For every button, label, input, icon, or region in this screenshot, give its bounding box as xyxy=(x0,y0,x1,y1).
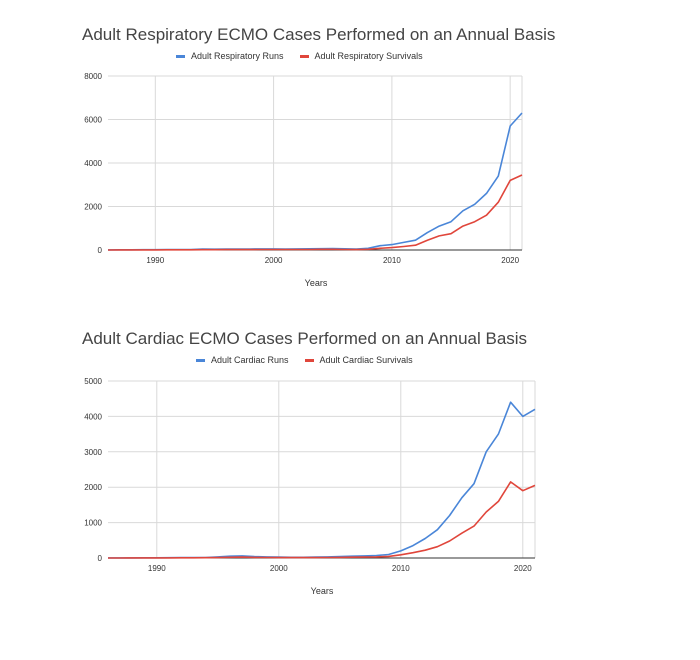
series-line-runs xyxy=(107,112,523,251)
chart-plot-svg: 0 2000 4000 6000 8000 1990 2000 2010 2020 Years xyxy=(84,72,523,288)
y-tick-label: 1000 xyxy=(84,519,102,528)
y-tick-label: 2000 xyxy=(84,483,102,492)
chart-legend: Adult Respiratory Runs Adult Respiratory… xyxy=(176,51,439,61)
chart-title: Adult Cardiac ECMO Cases Performed on an… xyxy=(82,329,528,348)
legend-item-survivals: Adult Cardiac Survivals xyxy=(304,355,413,365)
cardiac-chart: Adult Cardiac ECMO Cases Performed on an… xyxy=(0,300,700,620)
y-tick-label: 3000 xyxy=(84,448,102,457)
series-line-runs xyxy=(108,401,536,559)
y-tick-label: 5000 xyxy=(84,377,102,386)
series-line-survivals xyxy=(108,481,536,559)
chart-title: Adult Respiratory ECMO Cases Performed o… xyxy=(82,25,556,44)
x-axis-label: Years xyxy=(311,586,334,596)
chart-legend: Adult Cardiac Runs Adult Cardiac Surviva… xyxy=(196,355,429,365)
legend-swatch-runs xyxy=(176,54,185,58)
y-tick-label: 0 xyxy=(98,554,103,563)
legend-label-survivals: Adult Cardiac Survivals xyxy=(319,355,413,365)
y-tick-label: 2000 xyxy=(84,203,102,212)
x-tick-label: 2010 xyxy=(392,564,410,573)
x-tick-label: 1990 xyxy=(148,564,166,573)
chart-plot-svg: 0 1000 2000 3000 4000 5000 1990 2000 2010 2020 Ye… xyxy=(84,377,536,596)
x-tick-label: 2020 xyxy=(514,564,532,573)
x-tick-label: 2000 xyxy=(270,564,288,573)
respiratory-chart: Adult Respiratory ECMO Cases Performed o… xyxy=(0,0,700,300)
legend-swatch-survivals xyxy=(304,358,314,362)
legend-item-runs: Adult Cardiac Runs xyxy=(196,355,289,365)
y-tick-label: 0 xyxy=(98,246,103,255)
legend-item-survivals: Adult Respiratory Survivals xyxy=(299,51,423,61)
x-tick-label: 2020 xyxy=(501,256,519,265)
y-tick-label: 6000 xyxy=(84,116,102,125)
legend-item-runs: Adult Respiratory Runs xyxy=(176,51,284,61)
legend-label-runs: Adult Cardiac Runs xyxy=(211,355,289,365)
legend-label-runs: Adult Respiratory Runs xyxy=(191,51,284,61)
y-tick-label: 4000 xyxy=(84,159,102,168)
x-tick-label: 2010 xyxy=(383,256,401,265)
y-tick-label: 8000 xyxy=(84,72,102,81)
legend-swatch-survivals xyxy=(299,54,309,58)
series-line-survivals xyxy=(107,174,523,251)
x-tick-label: 2000 xyxy=(265,256,283,265)
y-tick-label: 4000 xyxy=(84,412,102,421)
legend-swatch-runs xyxy=(196,358,205,362)
x-tick-label: 1990 xyxy=(146,256,164,265)
legend-label-survivals: Adult Respiratory Survivals xyxy=(314,51,423,61)
x-axis-label: Years xyxy=(305,278,328,288)
